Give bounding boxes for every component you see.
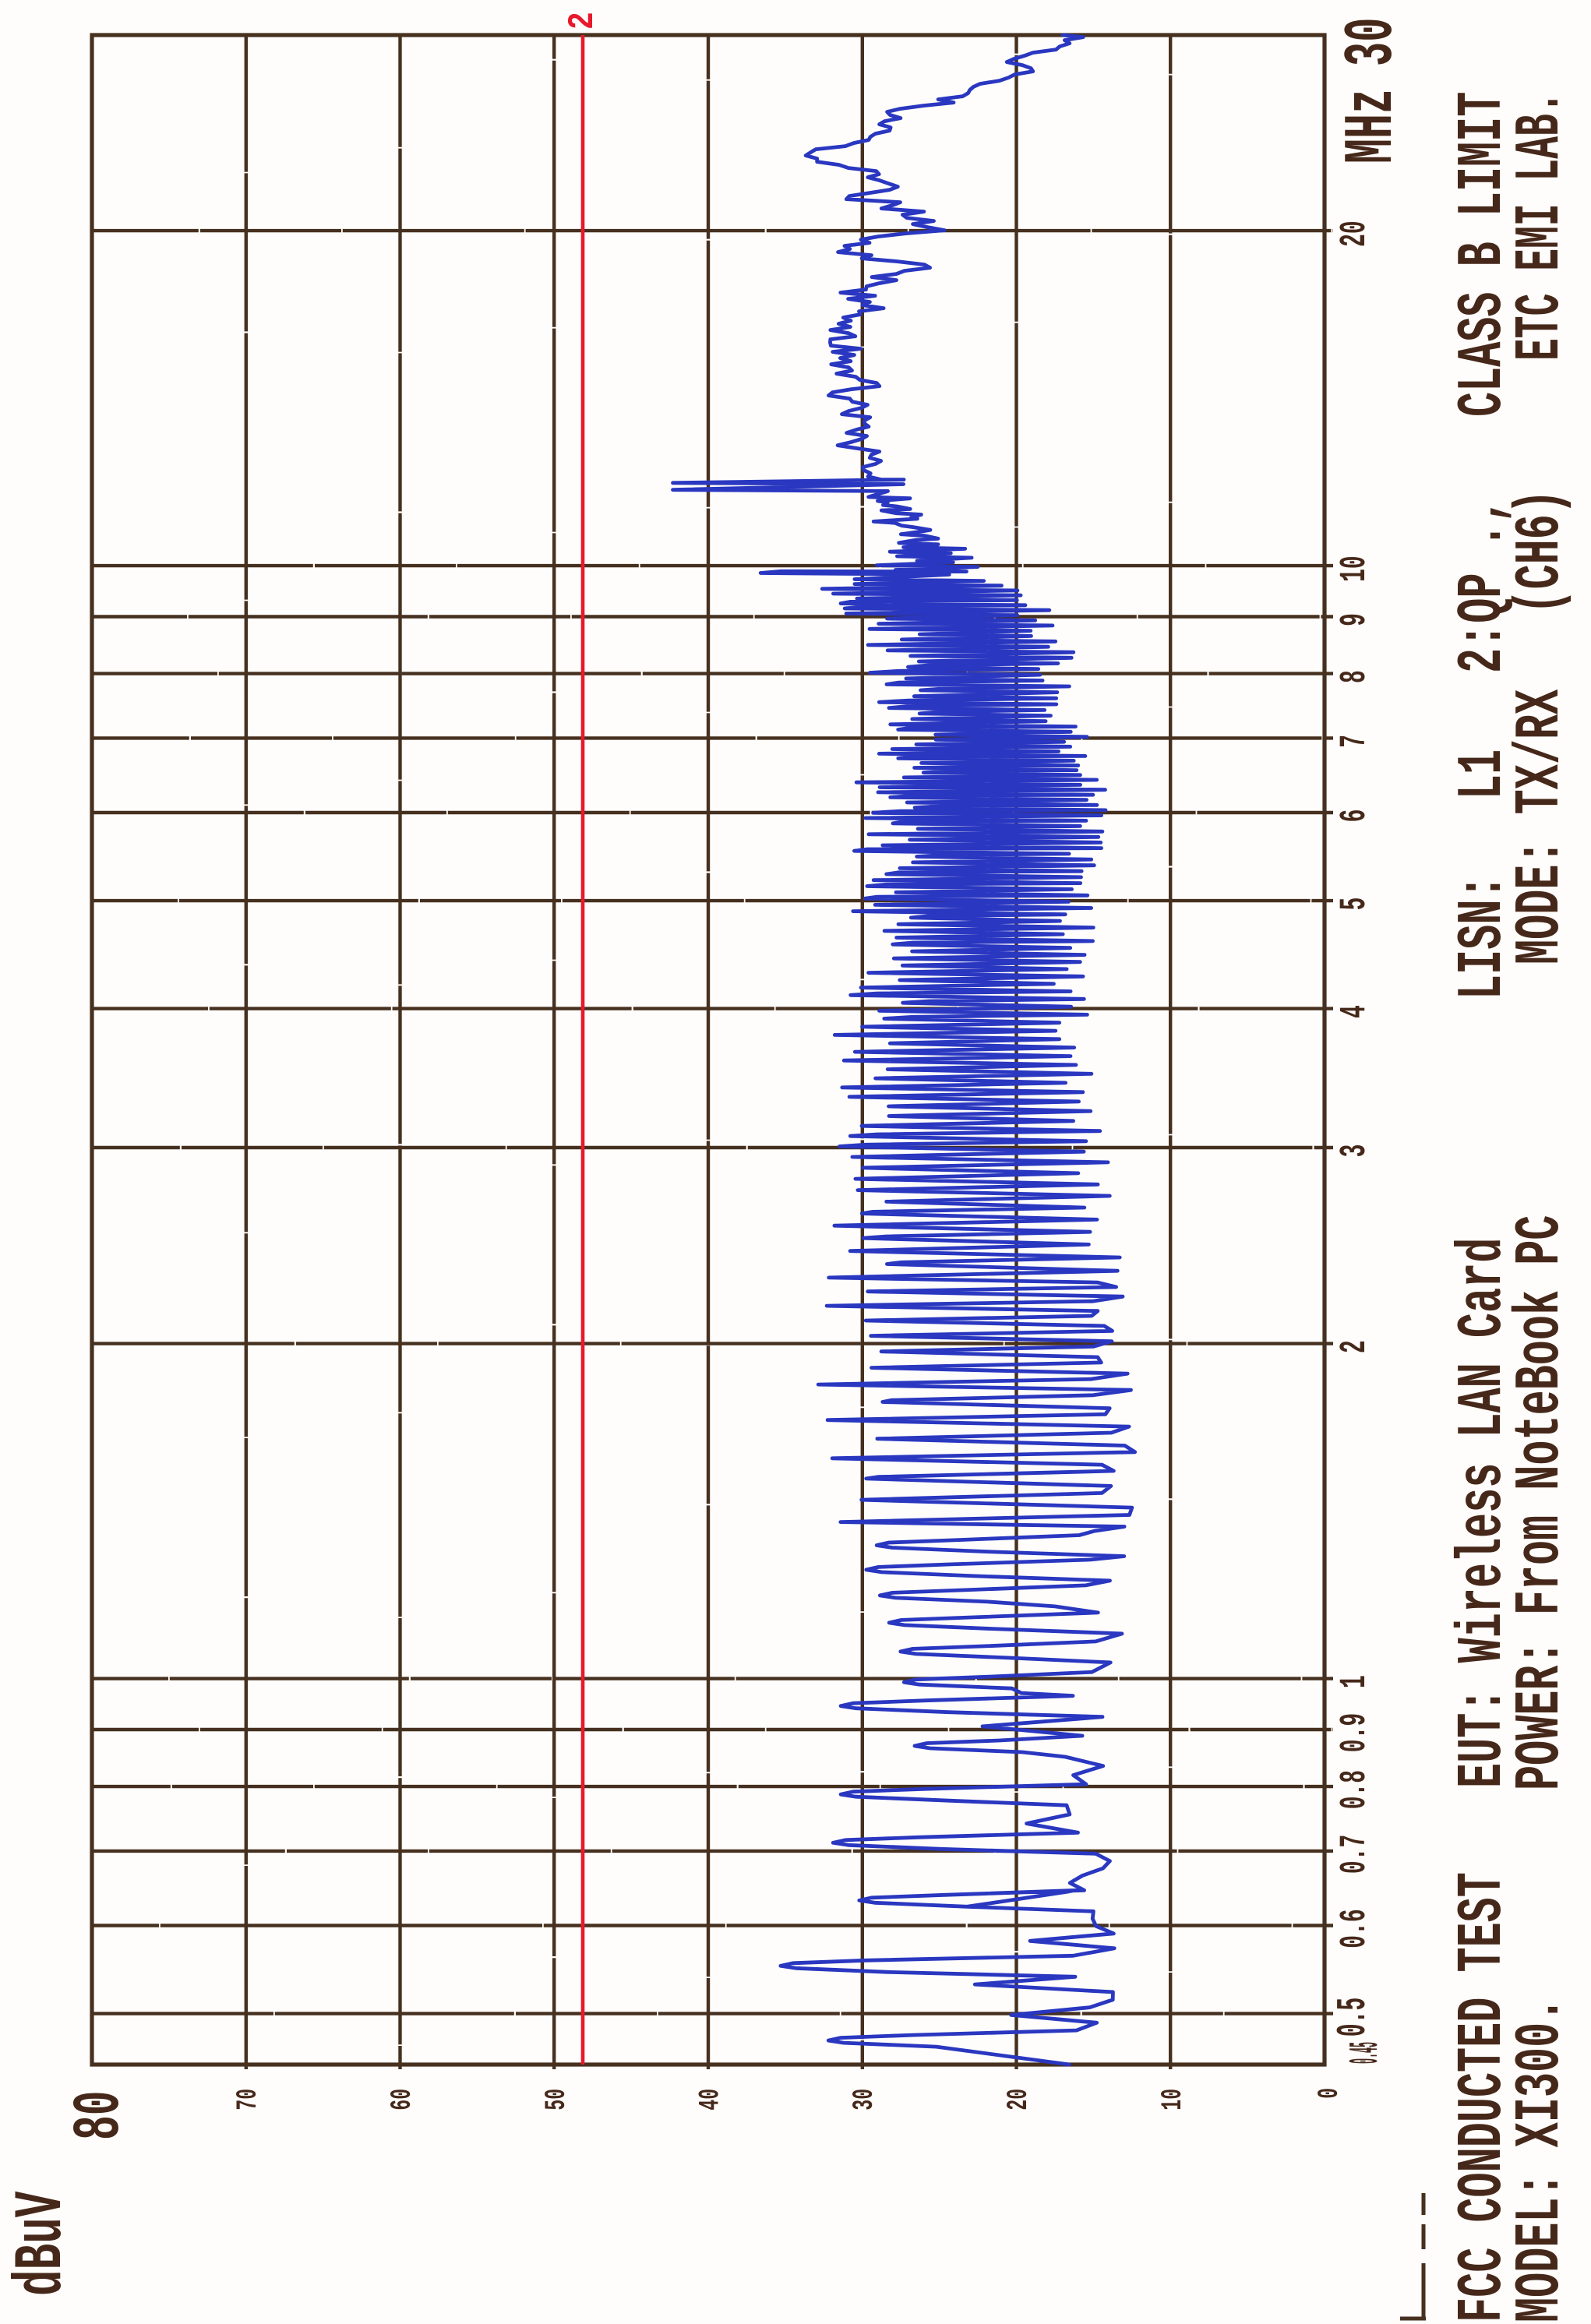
svg-text:0.8: 0.8 xyxy=(1333,1770,1376,1809)
svg-text:MHz: MHz xyxy=(1333,89,1412,164)
svg-text:MODE: TX/RX (CH6): MODE: TX/RX (CH6) xyxy=(1505,489,1577,965)
svg-text:0.9: 0.9 xyxy=(1333,1713,1376,1752)
svg-text:2: 2 xyxy=(1333,1340,1376,1353)
svg-text:0: 0 xyxy=(1314,2088,1346,2099)
svg-text:LISN: L1: LISN: L1 xyxy=(1448,749,1519,1000)
svg-text:POWER: From NoteBook PC: POWER: From NoteBook PC xyxy=(1505,1215,1577,1790)
svg-text:0.6: 0.6 xyxy=(1333,1909,1376,1948)
svg-text:3: 3 xyxy=(1333,1144,1376,1158)
svg-text:40: 40 xyxy=(694,2089,727,2111)
svg-text:0.5: 0.5 xyxy=(1330,1998,1377,2037)
svg-text:60: 60 xyxy=(386,2089,419,2111)
svg-text:2: 2 xyxy=(563,12,603,30)
svg-text:0.7: 0.7 xyxy=(1333,1835,1376,1874)
svg-text:ETC EMI LAB.: ETC EMI LAB. xyxy=(1505,91,1578,361)
svg-text:4: 4 xyxy=(1333,1005,1376,1018)
svg-text:EUT: Wireless LAN Card: EUT: Wireless LAN Card xyxy=(1448,1238,1519,1788)
svg-text:30: 30 xyxy=(848,2089,881,2111)
svg-text:7: 7 xyxy=(1333,735,1376,748)
svg-text:20: 20 xyxy=(1003,2089,1035,2111)
svg-text:dBuV: dBuV xyxy=(4,2191,81,2296)
svg-text:MODEL: XI300.: MODEL: XI300. xyxy=(1505,1998,1577,2322)
svg-text:6: 6 xyxy=(1333,809,1376,823)
svg-text:8: 8 xyxy=(1333,670,1376,683)
svg-text:9: 9 xyxy=(1333,613,1376,626)
svg-text:80: 80 xyxy=(63,2090,138,2140)
svg-text:30: 30 xyxy=(1333,18,1412,66)
svg-text:5: 5 xyxy=(1333,898,1376,911)
svg-text:10: 10 xyxy=(1333,555,1376,582)
svg-text:0.45: 0.45 xyxy=(1342,2042,1389,2064)
svg-text:FCC CONDUCTED TEST: FCC CONDUCTED TEST xyxy=(1448,1872,1519,2322)
svg-text:CLASS B LIMIT: CLASS B LIMIT xyxy=(1448,92,1519,417)
svg-text:2:QP .,: 2:QP ., xyxy=(1448,498,1519,673)
svg-text:70: 70 xyxy=(232,2089,265,2111)
svg-text:20: 20 xyxy=(1333,220,1376,247)
svg-text:1: 1 xyxy=(1333,1675,1376,1688)
svg-text:50: 50 xyxy=(541,2089,573,2111)
svg-text:10: 10 xyxy=(1157,2089,1190,2111)
